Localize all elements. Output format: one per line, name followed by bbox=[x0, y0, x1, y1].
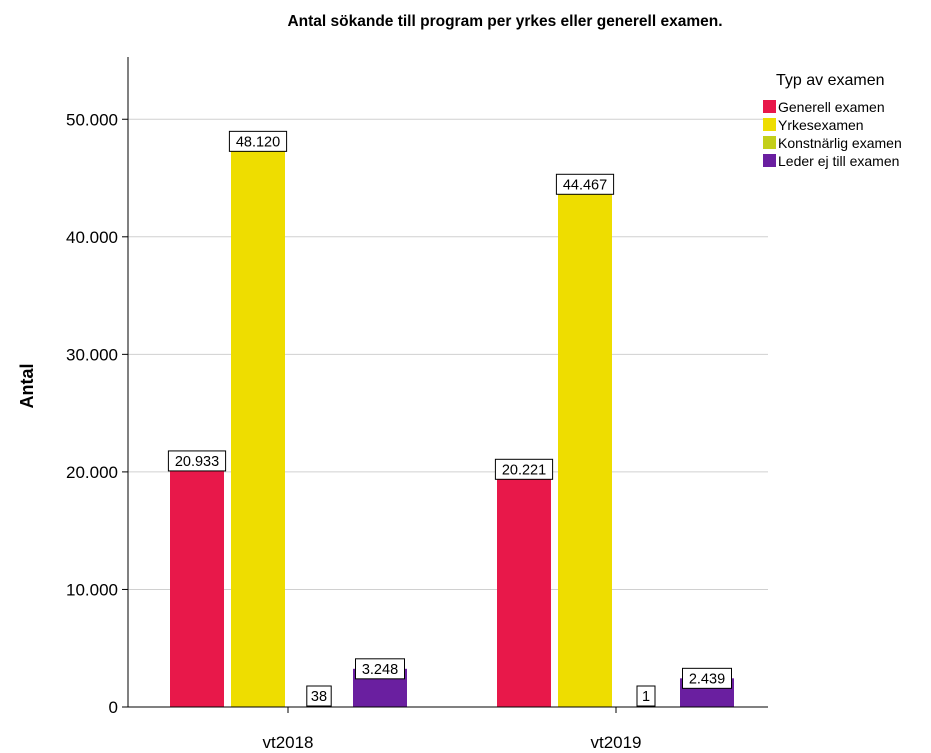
y-tick-label: 0 bbox=[109, 698, 118, 717]
x-tick-label: vt2019 bbox=[590, 733, 641, 752]
data-label-box bbox=[494, 458, 554, 480]
legend-item: Leder ej till examen bbox=[778, 153, 899, 169]
legend-title: Typ av examen bbox=[776, 72, 885, 89]
data-label-box bbox=[228, 130, 288, 152]
data-label: 48.120 bbox=[236, 134, 280, 150]
y-tick-label: 40.000 bbox=[66, 228, 118, 247]
data-label-box bbox=[306, 685, 332, 707]
data-label-box bbox=[555, 173, 615, 195]
chart-title: Antal sökande till program per yrkes ell… bbox=[287, 13, 722, 30]
data-label: 44.467 bbox=[563, 177, 607, 193]
data-label: 20.221 bbox=[502, 462, 546, 478]
y-axis-label: Antal bbox=[17, 364, 37, 409]
data-label-box bbox=[682, 667, 732, 689]
x-tick-labels: vt2018 vt2019 bbox=[262, 733, 641, 752]
y-tick-labels: 0 10.000 20.000 30.000 40.000 50.000 bbox=[66, 110, 118, 717]
data-label-box bbox=[636, 685, 656, 707]
bars bbox=[170, 141, 734, 708]
axes bbox=[122, 57, 768, 713]
data-label-box bbox=[167, 450, 227, 472]
legend-swatch bbox=[763, 154, 776, 167]
data-label: 20.933 bbox=[175, 454, 219, 470]
data-label: 1 bbox=[642, 689, 650, 705]
data-label: 2.439 bbox=[689, 671, 725, 687]
data-label: 3.248 bbox=[362, 662, 398, 678]
legend-item: Konstnärlig examen bbox=[778, 135, 902, 151]
bar bbox=[558, 184, 612, 708]
x-tick-label: vt2018 bbox=[262, 733, 313, 752]
legend-swatch bbox=[763, 118, 776, 131]
data-label-box bbox=[355, 658, 405, 680]
bar bbox=[497, 469, 551, 707]
legend-item: Yrkesexamen bbox=[778, 117, 864, 133]
data-labels: 20.933 20.221 48.120 44.467 38 1 3.248 2.439 bbox=[167, 130, 732, 707]
data-label: 38 bbox=[311, 689, 327, 705]
bar bbox=[231, 141, 285, 708]
y-tick-label: 50.000 bbox=[66, 110, 118, 129]
y-tick-label: 30.000 bbox=[66, 345, 118, 364]
legend-item: Generell examen bbox=[778, 99, 885, 115]
bar bbox=[170, 460, 224, 707]
y-tick-label: 10.000 bbox=[66, 580, 118, 599]
legend-swatch bbox=[763, 100, 776, 113]
legend: Typ av examen Generell examen Yrkesexamen… bbox=[763, 72, 902, 169]
legend-swatch bbox=[763, 136, 776, 149]
y-tick-label: 20.000 bbox=[66, 463, 118, 482]
